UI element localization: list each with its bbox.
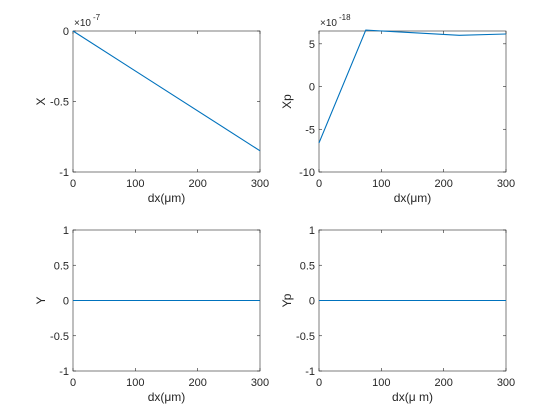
- x-axis-label: dx(μm): [148, 390, 186, 404]
- x-tick-label: 300: [497, 377, 515, 389]
- x-tick-label: 300: [251, 178, 269, 190]
- exponent-base: ×10: [320, 18, 337, 29]
- y-axis-label: Xp: [280, 94, 294, 109]
- y-tick-label: -1: [305, 366, 315, 378]
- x-tick-label: 100: [126, 377, 144, 389]
- y-tick-label: 0: [63, 26, 69, 38]
- x-tick-label: 0: [316, 377, 322, 389]
- axes-2-box: [318, 30, 507, 173]
- x-tick-label: 0: [70, 377, 76, 389]
- y-axis-label: X: [34, 97, 48, 105]
- y-tick-label: 0.5: [300, 260, 315, 272]
- x-axis-label: dx(μm): [394, 191, 432, 205]
- y-tick-label: -10: [299, 167, 315, 179]
- x-tick-label: 0: [316, 178, 322, 190]
- exponent-power: -18: [339, 13, 351, 22]
- exponent-base: ×10: [74, 18, 91, 29]
- series-line-1: [318, 29, 507, 144]
- y-tick-label: 0: [309, 296, 315, 308]
- y-tick-label: -0.5: [50, 331, 69, 343]
- x-tick-label: 100: [126, 178, 144, 190]
- x-tick-label: 200: [188, 377, 206, 389]
- y-tick-label: -1: [59, 167, 69, 179]
- x-tick-label: 300: [251, 377, 269, 389]
- y-tick-label: 1: [309, 225, 315, 237]
- x-tick-label: 100: [372, 178, 390, 190]
- y-tick-label: 0: [63, 296, 69, 308]
- x-tick-label: 200: [434, 178, 452, 190]
- x-axis-label: dx(μm): [148, 191, 186, 205]
- y-tick-label: -5: [305, 124, 315, 136]
- x-tick-label: 200: [188, 178, 206, 190]
- x-tick-label: 0: [70, 178, 76, 190]
- y-tick-label: 0: [309, 82, 315, 94]
- series-line-1: [72, 30, 261, 152]
- y-tick-label: -0.5: [50, 97, 69, 109]
- y-tick-label: 0.5: [54, 260, 69, 272]
- y-tick-label: 5: [309, 39, 315, 51]
- exponent-power: -7: [93, 13, 101, 22]
- x-tick-label: 200: [434, 377, 452, 389]
- y-tick-label: 1: [63, 225, 69, 237]
- x-tick-label: 100: [372, 377, 390, 389]
- x-tick-label: 300: [497, 178, 515, 190]
- y-axis-label: Y: [34, 296, 48, 304]
- x-axis-label: dx(μ m): [392, 390, 433, 404]
- y-tick-label: -0.5: [296, 331, 315, 343]
- y-tick-label: -1: [59, 366, 69, 378]
- y-axis-label: Yp: [280, 293, 294, 307]
